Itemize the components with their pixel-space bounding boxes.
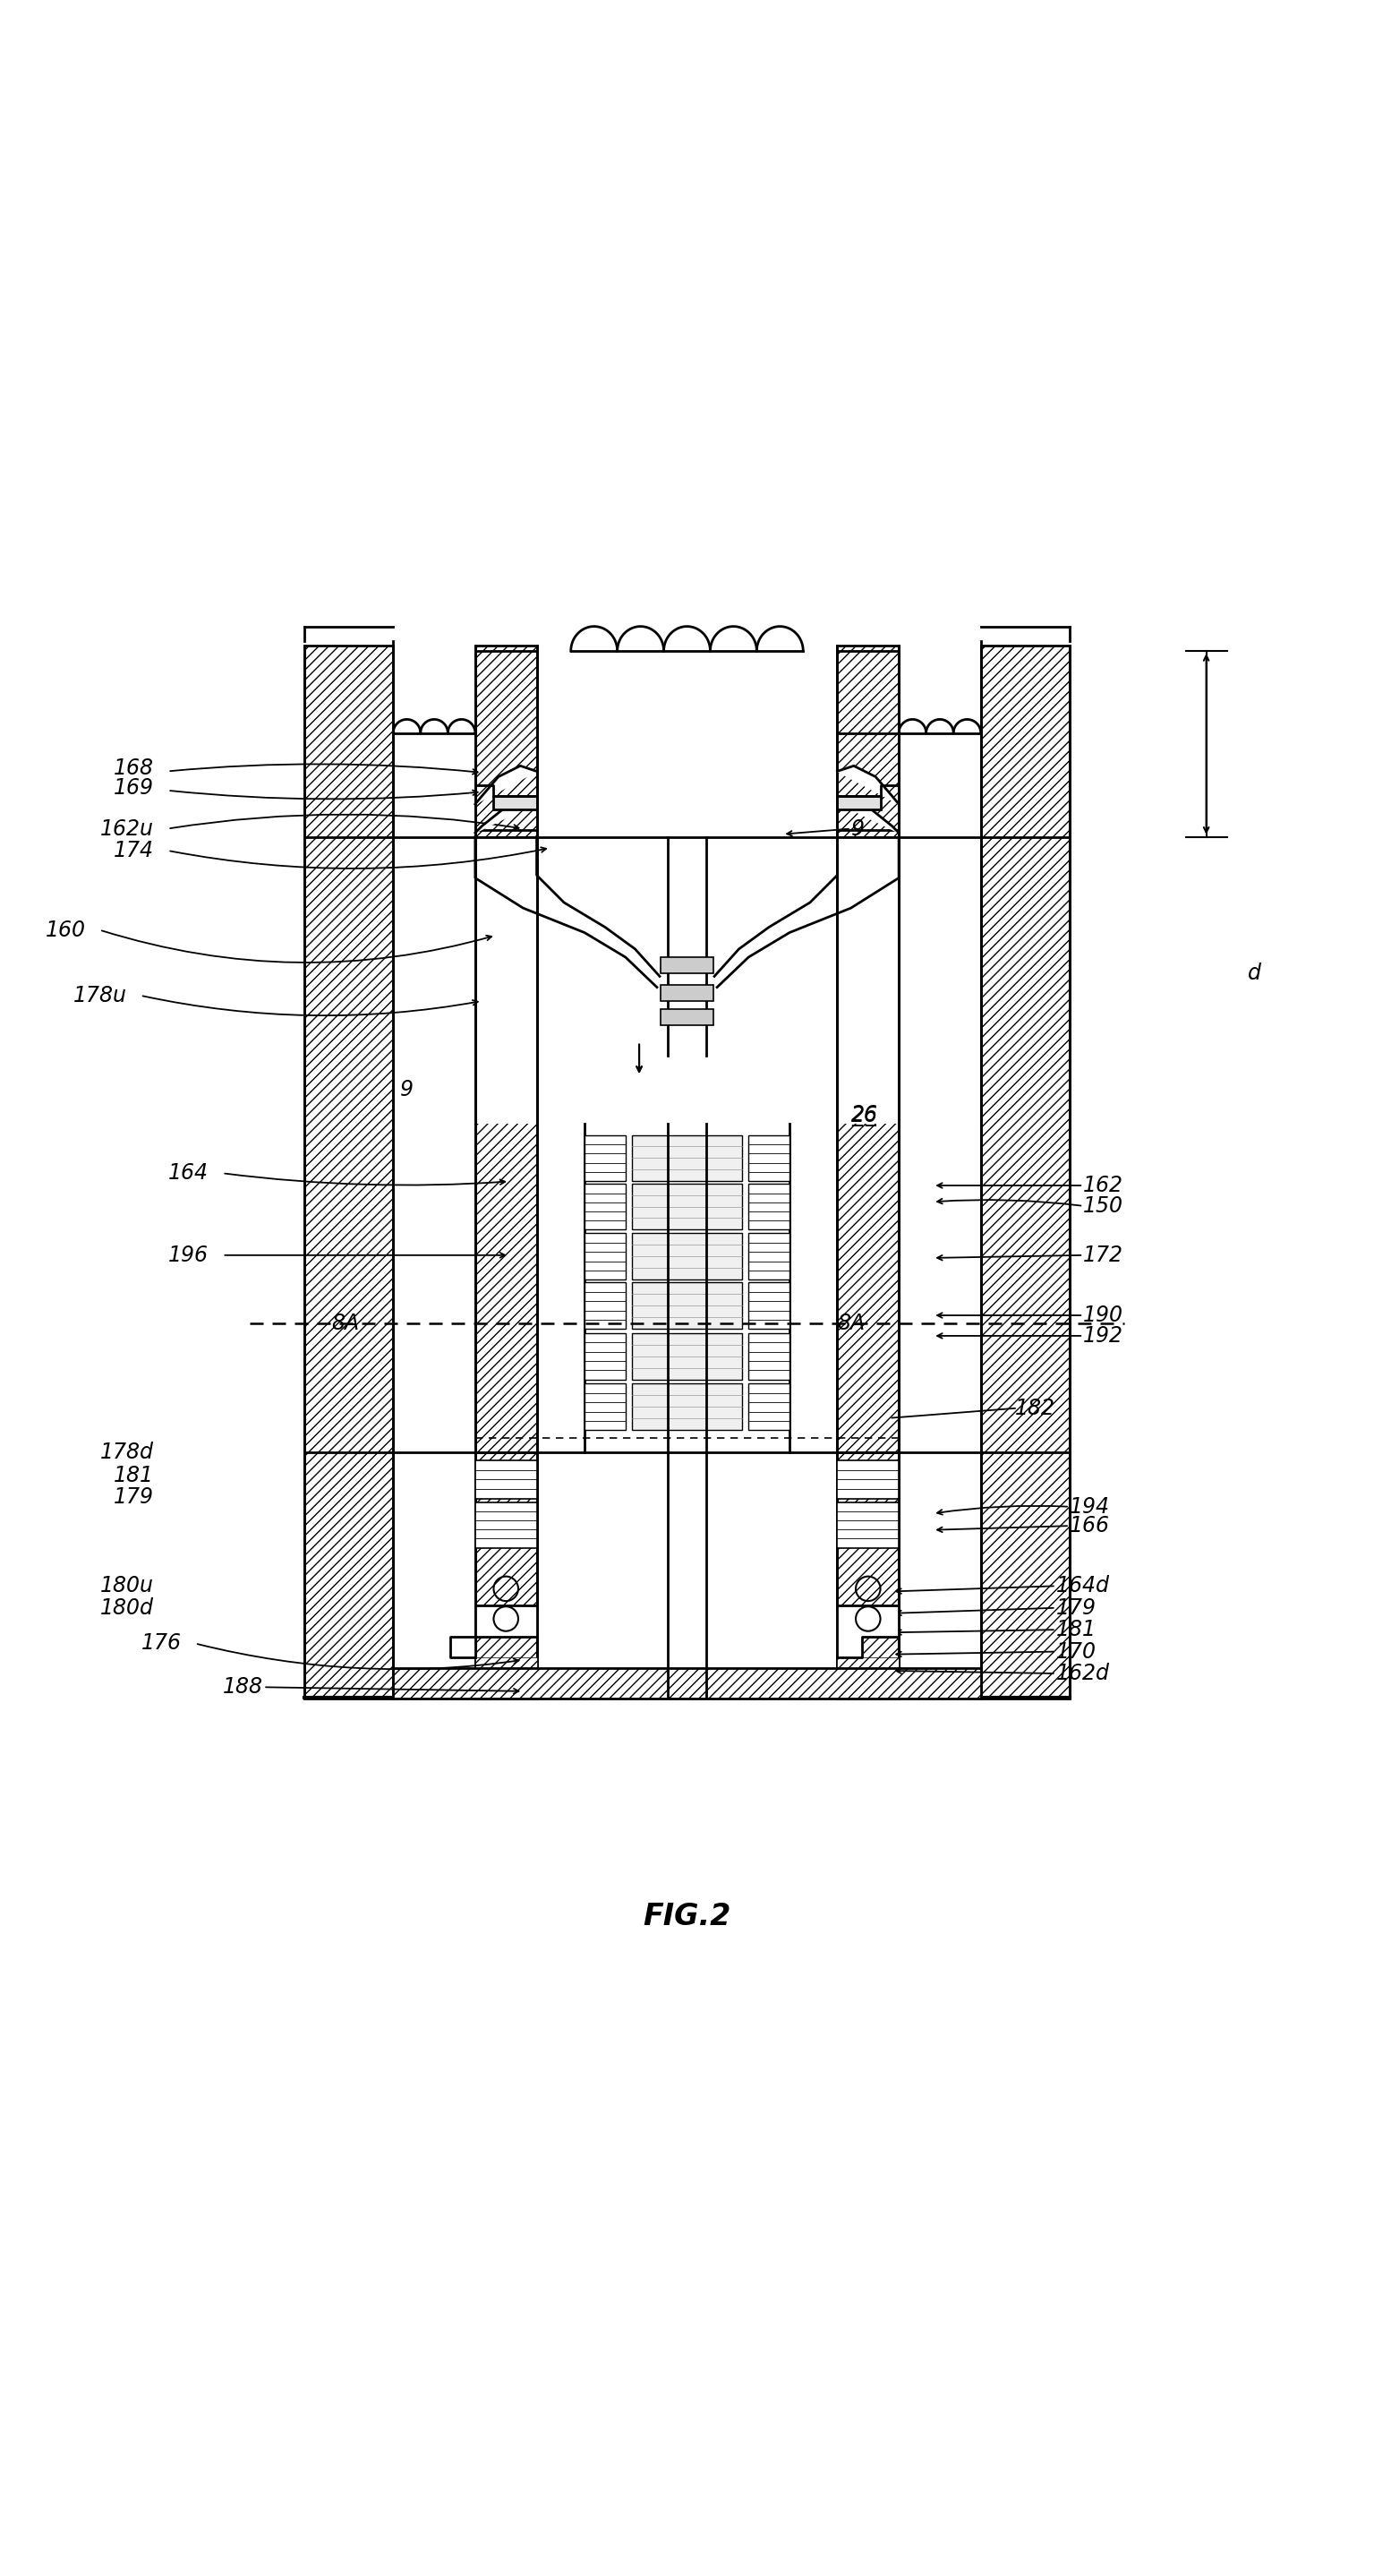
Text: 180u: 180u bbox=[100, 1577, 154, 1597]
Bar bbox=[393, 1669, 981, 1698]
Bar bbox=[749, 1283, 790, 1329]
Bar bbox=[632, 1136, 742, 1182]
Text: 162d: 162d bbox=[1057, 1662, 1110, 1685]
Text: 169: 169 bbox=[114, 778, 154, 799]
Text: 176: 176 bbox=[142, 1633, 181, 1654]
Bar bbox=[749, 1334, 790, 1381]
Bar bbox=[837, 652, 899, 837]
Polygon shape bbox=[837, 801, 899, 832]
Bar bbox=[493, 796, 537, 809]
Bar bbox=[837, 1502, 899, 1548]
Text: 166: 166 bbox=[1069, 1515, 1110, 1538]
Text: 160: 160 bbox=[45, 920, 85, 940]
Bar bbox=[305, 647, 393, 1698]
Polygon shape bbox=[475, 801, 537, 832]
Text: 178d: 178d bbox=[100, 1443, 154, 1463]
Text: 181: 181 bbox=[1057, 1618, 1096, 1641]
Bar bbox=[749, 1234, 790, 1280]
Bar bbox=[837, 796, 881, 809]
Bar bbox=[475, 1656, 537, 1680]
Text: 150: 150 bbox=[1083, 1195, 1124, 1216]
Text: 188: 188 bbox=[223, 1677, 264, 1698]
Bar bbox=[584, 1185, 625, 1229]
Bar bbox=[632, 1383, 742, 1430]
Text: 170: 170 bbox=[1057, 1641, 1096, 1662]
Text: 164: 164 bbox=[169, 1162, 209, 1185]
Bar bbox=[632, 1283, 742, 1329]
Text: d: d bbox=[1248, 963, 1261, 984]
Polygon shape bbox=[475, 765, 537, 804]
Text: 181: 181 bbox=[114, 1466, 154, 1486]
Text: 162: 162 bbox=[1083, 1175, 1124, 1195]
Text: 179: 179 bbox=[114, 1486, 154, 1507]
Text: 2̲6̲: 2̲6̲ bbox=[851, 1105, 878, 1126]
Text: 192: 192 bbox=[1083, 1324, 1124, 1347]
Bar bbox=[475, 1502, 537, 1548]
Bar bbox=[584, 1334, 625, 1381]
Text: 168: 168 bbox=[114, 757, 154, 781]
Text: 196: 196 bbox=[169, 1244, 209, 1265]
Text: 164d: 164d bbox=[1057, 1577, 1110, 1597]
Text: 9: 9 bbox=[851, 819, 864, 840]
Text: 182: 182 bbox=[1015, 1399, 1055, 1419]
Text: 194: 194 bbox=[1069, 1497, 1110, 1517]
Bar bbox=[837, 1656, 899, 1680]
Bar bbox=[584, 1383, 625, 1430]
Text: 178u: 178u bbox=[73, 984, 126, 1007]
Bar bbox=[632, 1234, 742, 1280]
Bar bbox=[475, 837, 537, 1123]
Bar bbox=[584, 1234, 625, 1280]
Polygon shape bbox=[837, 765, 899, 804]
Text: 8A: 8A bbox=[837, 1314, 866, 1334]
Bar bbox=[837, 647, 899, 1698]
Text: 180d: 180d bbox=[100, 1597, 154, 1618]
Text: 9: 9 bbox=[400, 1079, 414, 1100]
Bar bbox=[837, 1461, 899, 1499]
Text: 172: 172 bbox=[1083, 1244, 1124, 1265]
Bar bbox=[837, 837, 899, 1123]
Text: 8A: 8A bbox=[331, 1314, 359, 1334]
Bar bbox=[661, 984, 713, 1002]
Bar bbox=[584, 1283, 625, 1329]
Bar bbox=[749, 1185, 790, 1229]
Bar bbox=[749, 1136, 790, 1182]
Bar bbox=[475, 652, 537, 837]
Bar bbox=[632, 1334, 742, 1381]
Bar bbox=[475, 647, 537, 1698]
Bar bbox=[661, 1010, 713, 1025]
Polygon shape bbox=[451, 1605, 537, 1656]
Bar bbox=[981, 647, 1069, 1698]
Bar bbox=[584, 1136, 625, 1182]
Bar bbox=[632, 1185, 742, 1229]
Text: 179: 179 bbox=[1057, 1597, 1096, 1618]
Text: 190: 190 bbox=[1083, 1303, 1124, 1327]
Text: 162u: 162u bbox=[100, 819, 154, 840]
Text: 174: 174 bbox=[114, 840, 154, 860]
Text: 26: 26 bbox=[851, 1105, 878, 1126]
Bar bbox=[749, 1383, 790, 1430]
Text: FIG.2: FIG.2 bbox=[643, 1901, 731, 1932]
Bar bbox=[475, 1461, 537, 1499]
Bar bbox=[661, 958, 713, 974]
Polygon shape bbox=[837, 1605, 899, 1656]
